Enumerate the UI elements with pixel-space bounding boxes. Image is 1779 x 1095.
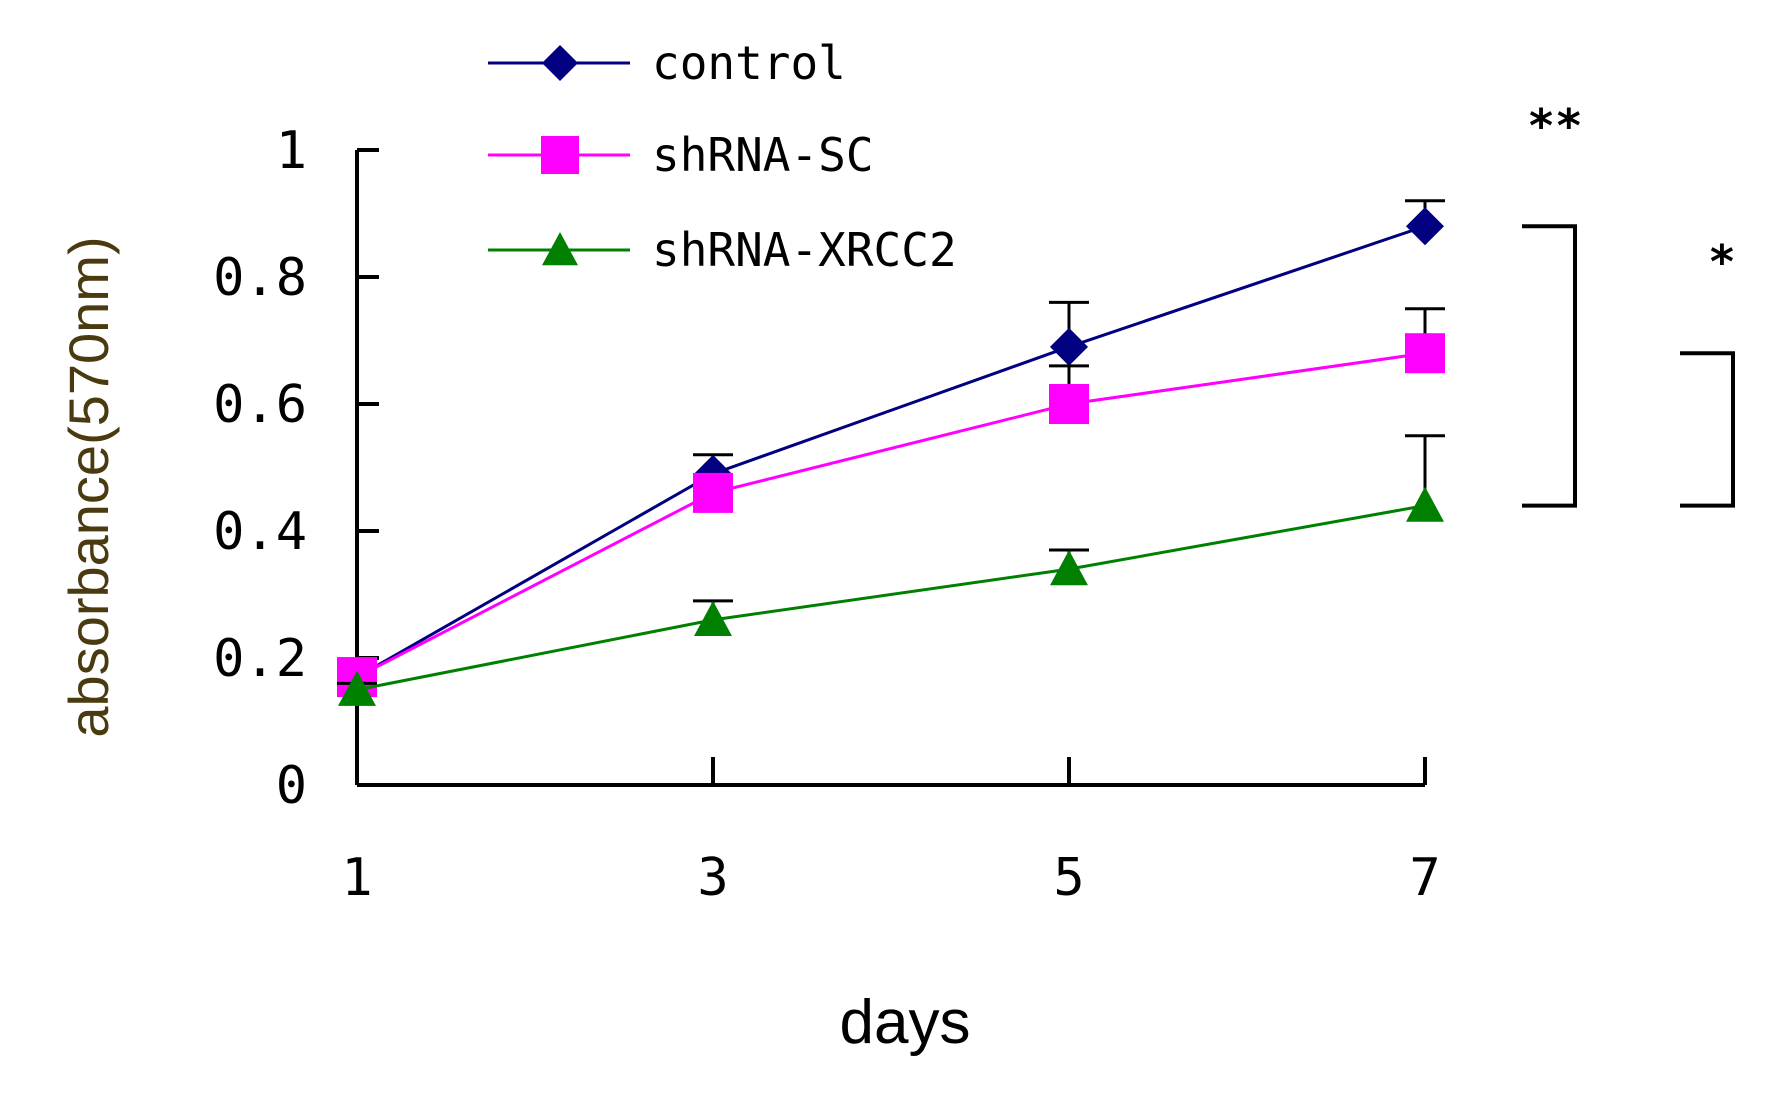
data-point <box>1406 207 1444 246</box>
legend-label: shRNA-XRCC2 <box>652 223 957 277</box>
data-point <box>693 472 733 513</box>
legend-label: shRNA-SC <box>652 128 874 182</box>
significance-label: ** <box>1527 99 1582 153</box>
x-tick-label: 1 <box>341 848 372 908</box>
data-point <box>1050 327 1088 366</box>
y-tick-label: 0.2 <box>213 629 307 689</box>
data-point <box>1049 384 1089 424</box>
legend: control shRNA-SC shRNA-XRCC2 <box>488 36 957 277</box>
legend-marker <box>542 45 578 81</box>
significance-label: * <box>1708 235 1736 289</box>
x-ticks: 1 3 5 7 <box>341 757 1441 908</box>
legend-marker <box>542 232 578 266</box>
x-axis-label: days <box>840 988 971 1057</box>
series-line <box>356 224 1426 679</box>
x-tick-label: 7 <box>1409 848 1440 908</box>
legend-marker <box>541 136 579 174</box>
y-axis-label: absorbance(570nm) <box>57 236 120 737</box>
y-tick-label: 0 <box>276 756 307 816</box>
y-ticks: 0 0.2 0.4 0.6 0.8 1 <box>213 121 379 816</box>
series-line <box>356 504 1426 692</box>
series-shRNA-XRCC2 <box>337 434 1445 706</box>
series-layer <box>337 199 1445 706</box>
x-tick-label: 5 <box>1053 848 1084 908</box>
series-line <box>356 351 1426 679</box>
y-tick-label: 1 <box>276 121 307 181</box>
y-tick-label: 0.4 <box>213 502 307 562</box>
data-point <box>338 670 376 706</box>
legend-label: control <box>652 36 846 90</box>
y-tick-label: 0.6 <box>213 375 307 435</box>
data-point <box>1406 486 1444 522</box>
series-shRNA-SC <box>337 307 1445 698</box>
significance-annotations: *** <box>1522 99 1736 508</box>
x-tick-label: 3 <box>697 848 728 908</box>
data-point <box>1050 550 1088 586</box>
y-tick-label: 0.8 <box>213 248 307 308</box>
data-point <box>1405 333 1445 374</box>
significance-bracket <box>1522 224 1577 508</box>
data-point <box>694 600 732 637</box>
significance-bracket <box>1680 351 1735 508</box>
